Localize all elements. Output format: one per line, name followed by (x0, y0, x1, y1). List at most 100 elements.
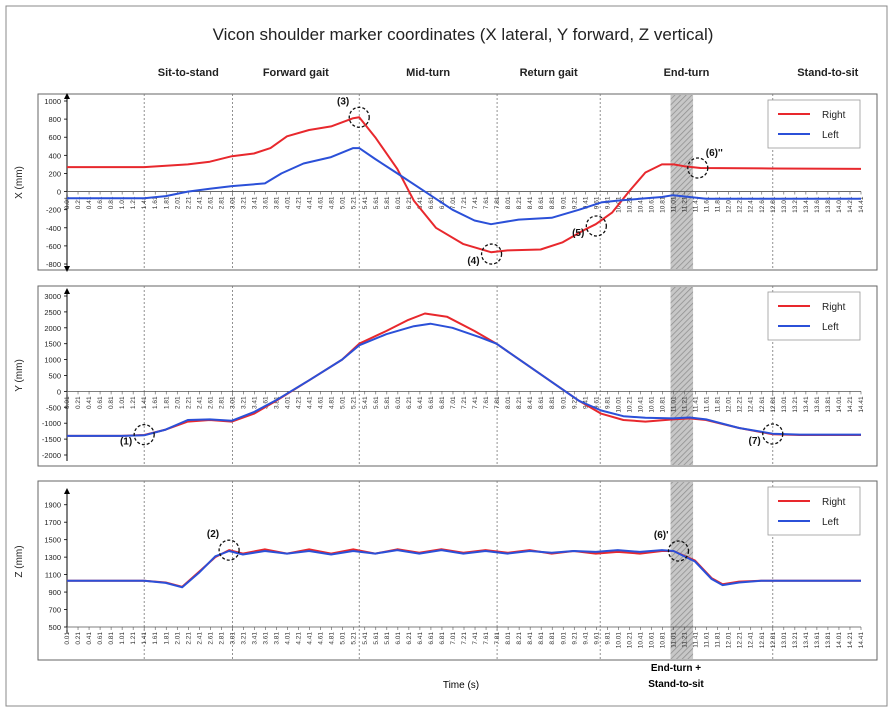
x-tick-label: 1.41 (141, 632, 148, 645)
x-tick-label: 3.01 (229, 396, 236, 409)
x-tick-label: 1.61 (152, 196, 159, 209)
x-tick-label: 1.01 (119, 396, 126, 409)
x-tick-label: 9.41 (582, 196, 589, 209)
x-tick-label: 9.21 (571, 196, 578, 209)
y-tick-label: 0 (57, 188, 61, 197)
x-tick-label: 9.61 (593, 196, 600, 209)
x-tick-label: 6.01 (395, 632, 402, 645)
annotation-circle (133, 423, 155, 446)
x-tick-label: 6.41 (417, 196, 424, 209)
y-tick-label: -600 (46, 242, 61, 251)
x-tick-label: 2.41 (196, 396, 203, 409)
x-tick-label: 4.21 (296, 196, 303, 209)
x-tick-label: 8.21 (516, 196, 523, 209)
x-tick-label: 10.01 (615, 396, 622, 413)
x-tick-label: 6.41 (417, 632, 424, 645)
x-tick-label: 14.41 (858, 632, 865, 649)
x-tick-label: 11.81 (715, 396, 722, 412)
x-tick-label: 14.01 (836, 396, 843, 413)
x-tick-label: 12.61 (759, 196, 766, 213)
x-tick-label: 10.81 (660, 632, 667, 649)
x-tick-label: 4.41 (307, 396, 314, 409)
x-tick-label: 10.21 (626, 632, 633, 649)
x-tick-label: 0.81 (108, 396, 115, 409)
x-tick-label: 8.61 (538, 632, 545, 645)
x-tick-label: 10.41 (637, 196, 644, 213)
x-tick-label: 3.21 (240, 632, 247, 645)
annotation-circle (687, 157, 709, 179)
legend-label: Right (822, 110, 846, 121)
phase-label: Stand-to-sit (797, 67, 858, 79)
x-tick-label: 9.21 (571, 632, 578, 645)
x-tick-label: 12.01 (726, 396, 733, 413)
x-tick-label: 2.41 (196, 196, 203, 209)
x-tick-label: 3.61 (263, 196, 270, 209)
x-tick-label: 4.41 (307, 632, 314, 645)
x-tick-label: 14.01 (836, 196, 843, 213)
x-tick-label: 9.01 (560, 196, 567, 209)
x-tick-label: 5.21 (351, 632, 358, 645)
legend-label: Right (822, 497, 846, 508)
x-tick-label: 9.41 (582, 632, 589, 645)
y-tick-label: -1000 (42, 419, 61, 428)
y-tick-label: 400 (48, 151, 61, 160)
annotation-label: (4) (467, 256, 479, 267)
panel-frame (37, 93, 878, 271)
x-tick-label: 4.21 (296, 396, 303, 409)
x-tick-label: 6.21 (406, 632, 413, 645)
x-tick-label: 11.61 (704, 396, 711, 412)
x-tick-label: 5.01 (340, 632, 347, 645)
x-tick-label: 8.21 (516, 396, 523, 409)
annotation-label: (3) (337, 96, 349, 107)
x-tick-label: 12.21 (737, 196, 744, 213)
x-tick-label: 8.21 (516, 632, 523, 645)
x-tick-label: 1.21 (130, 196, 137, 209)
x-tick-label: 8.41 (527, 396, 534, 409)
x-tick-label: 13.01 (781, 632, 788, 649)
x-tick-label: 11.21 (682, 396, 689, 412)
x-tick-label: 7.81 (494, 196, 501, 209)
y-axis-arrow-top (64, 288, 70, 294)
x-tick-label: 1.21 (130, 632, 137, 645)
x-tick-label: 1.01 (119, 632, 126, 645)
x-tick-label: 4.21 (296, 632, 303, 645)
x-tick-label: 4.81 (329, 396, 336, 409)
x-tick-label: 5.41 (362, 396, 369, 409)
x-tick-label: 2.81 (218, 632, 225, 645)
x-tick-label: 13.21 (792, 196, 799, 213)
x-tick-label: 7.01 (450, 632, 457, 645)
x-tick-label: 1.81 (163, 632, 170, 645)
shaded-band (670, 95, 694, 269)
x-tick-label: 5.21 (351, 396, 358, 409)
y-tick-label: 1000 (44, 356, 61, 365)
x-tick-label: 7.61 (483, 632, 490, 645)
x-tick-label: 3.21 (240, 396, 247, 409)
bottom-annotation-line-1: End-turn + (651, 663, 701, 674)
x-tick-label: 7.81 (494, 632, 501, 645)
x-tick-label: 11.01 (671, 396, 678, 412)
x-tick-label: 11.81 (715, 632, 722, 648)
annotation-label: (7) (749, 436, 761, 447)
x-tick-label: 12.01 (726, 632, 733, 649)
annotation-label: (6)ʹ (654, 530, 669, 541)
panel-2: -2000 -1500 -1000 -500 0 500 1000 1500 2000 2500 3… (14, 285, 878, 467)
x-tick-label: 8.61 (538, 196, 545, 209)
x-tick-label: 12.01 (726, 196, 733, 213)
x-tick-label: 7.21 (461, 196, 468, 209)
x-tick-label: 9.61 (593, 396, 600, 409)
x-tick-label: 11.41 (693, 196, 700, 212)
y-tick-label: 1000 (44, 97, 61, 106)
panel-frame (37, 480, 878, 661)
x-tick-label: 0.01 (64, 632, 71, 645)
phase-label: Mid-turn (406, 67, 450, 79)
x-tick-label: 13.21 (792, 396, 799, 413)
x-tick-label: 0.21 (75, 632, 82, 645)
y-tick-label: 1300 (44, 553, 61, 562)
y-tick-label: 500 (48, 372, 61, 381)
x-tick-label: 9.21 (571, 396, 578, 409)
x-tick-label: 2.61 (207, 396, 214, 409)
x-tick-label: 9.01 (560, 632, 567, 645)
y-tick-label: 800 (48, 115, 61, 124)
x-tick-label: 3.01 (229, 196, 236, 209)
